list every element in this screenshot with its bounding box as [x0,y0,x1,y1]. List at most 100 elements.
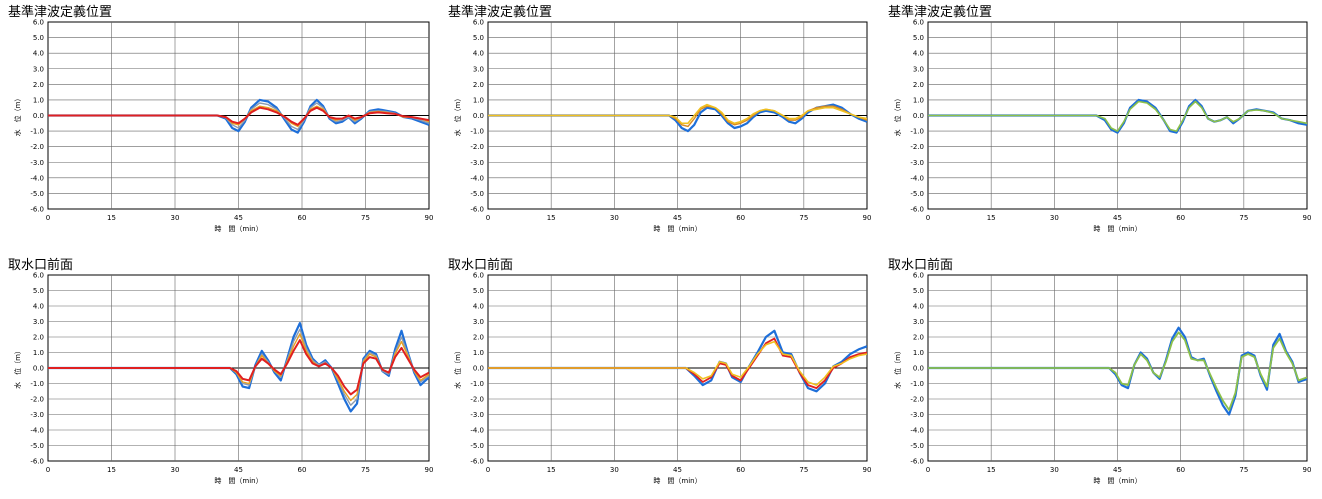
x-tick-label: 90 [1303,466,1312,474]
y-tick-label: -3.0 [30,159,44,167]
x-tick-label: 15 [107,214,116,222]
x-tick-label: 90 [863,214,872,222]
y-tick-label: 2.0 [33,81,44,89]
series-line-2 [928,100,1307,132]
series-line-2 [928,331,1307,411]
x-axis-label: 時 間（min） [1093,477,1141,485]
y-tick-label: 3.0 [473,65,484,73]
y-tick-label: -2.0 [910,396,924,404]
y-tick-label: -5.0 [910,442,924,450]
y-tick-label: 4.0 [473,303,484,311]
y-tick-label: 6.0 [33,272,44,280]
x-tick-label: 15 [987,214,996,222]
x-axis-label: 時 間（min） [653,225,701,233]
y-tick-label: -6.0 [910,458,924,466]
y-tick-label: 0.0 [473,112,484,120]
y-tick-label: -4.0 [30,174,44,182]
y-tick-label: -3.0 [910,411,924,419]
chart-title: 基準津波定義位置 [448,4,552,20]
y-tick-label: 4.0 [33,303,44,311]
y-tick-label: -1.0 [910,128,924,136]
x-tick-label: 60 [298,214,307,222]
x-tick-label: 0 [46,214,50,222]
y-tick-label: -2.0 [30,396,44,404]
y-tick-label: 3.0 [913,65,924,73]
y-tick-label: 5.0 [473,34,484,42]
y-tick-label: -3.0 [470,159,484,167]
x-tick-label: 15 [547,466,556,474]
x-tick-label: 45 [234,214,243,222]
y-tick-label: 5.0 [33,287,44,295]
x-tick-label: 15 [547,214,556,222]
x-tick-label: 15 [107,466,116,474]
x-tick-label: 45 [673,466,682,474]
y-tick-label: 2.0 [33,334,44,342]
y-tick-label: 5.0 [473,287,484,295]
y-tick-label: -1.0 [30,380,44,388]
chart-title: 基準津波定義位置 [888,4,992,20]
y-tick-label: -1.0 [910,380,924,388]
x-tick-label: 90 [425,214,434,222]
x-tick-label: 0 [926,214,930,222]
y-tick-label: 6.0 [473,19,484,27]
y-tick-label: -6.0 [30,458,44,466]
y-tick-label: 6.0 [473,272,484,280]
y-tick-label: 0.0 [473,365,484,373]
y-tick-label: -3.0 [910,159,924,167]
y-axis-label: 水 位（m） [13,95,22,137]
y-tick-label: -5.0 [470,190,484,198]
x-tick-label: 0 [926,466,930,474]
y-tick-label: -2.0 [30,143,44,151]
y-tick-label: 4.0 [473,50,484,58]
y-axis-label: 水 位（m） [13,347,22,389]
y-tick-label: 6.0 [913,19,924,27]
x-axis-label: 時 間（min） [1093,225,1141,233]
series-line-2 [48,102,429,131]
y-tick-label: 0.0 [913,365,924,373]
x-tick-label: 30 [610,466,619,474]
series-line-1 [48,98,429,134]
x-tick-label: 75 [1239,214,1248,222]
x-tick-label: 0 [486,214,490,222]
x-tick-label: 60 [1176,214,1185,222]
y-tick-label: 3.0 [473,318,484,326]
y-tick-label: 5.0 [913,287,924,295]
y-tick-label: -4.0 [470,427,484,435]
x-tick-label: 90 [863,466,872,474]
chart-title: 取水口前面 [888,257,953,273]
y-tick-label: -6.0 [470,206,484,214]
x-tick-label: 30 [171,466,180,474]
x-tick-label: 75 [1239,466,1248,474]
y-tick-label: 0.0 [33,112,44,120]
y-tick-label: -4.0 [910,427,924,435]
y-axis-label: 水 位（m） [893,95,902,137]
y-tick-label: -4.0 [470,174,484,182]
y-tick-label: 1.0 [913,349,924,357]
y-tick-label: 4.0 [913,303,924,311]
x-tick-label: 30 [171,214,180,222]
y-tick-label: 2.0 [473,334,484,342]
y-tick-label: 2.0 [473,81,484,89]
x-tick-label: 75 [799,214,808,222]
y-tick-label: -2.0 [470,143,484,151]
y-tick-label: -5.0 [910,190,924,198]
y-tick-label: -6.0 [30,206,44,214]
y-tick-label: -3.0 [30,411,44,419]
x-tick-label: 90 [425,466,434,474]
series-line-3 [488,103,867,125]
x-axis-label: 時 間（min） [214,477,262,485]
x-tick-label: 30 [610,214,619,222]
x-tick-label: 75 [361,214,370,222]
x-tick-label: 60 [736,466,745,474]
series-line-3 [488,340,867,386]
x-tick-label: 45 [1113,214,1122,222]
x-tick-label: 30 [1050,214,1059,222]
y-tick-label: -5.0 [30,442,44,450]
y-tick-label: 5.0 [33,34,44,42]
y-tick-label: -6.0 [470,458,484,466]
y-axis-label: 水 位（m） [893,347,902,389]
y-tick-label: -3.0 [470,411,484,419]
chart-title: 取水口前面 [8,257,73,273]
y-tick-label: 4.0 [33,50,44,58]
